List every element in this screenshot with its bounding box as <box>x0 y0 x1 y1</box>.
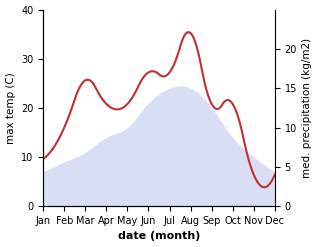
Y-axis label: med. precipitation (kg/m2): med. precipitation (kg/m2) <box>302 38 313 178</box>
X-axis label: date (month): date (month) <box>118 231 200 242</box>
Y-axis label: max temp (C): max temp (C) <box>5 72 16 144</box>
